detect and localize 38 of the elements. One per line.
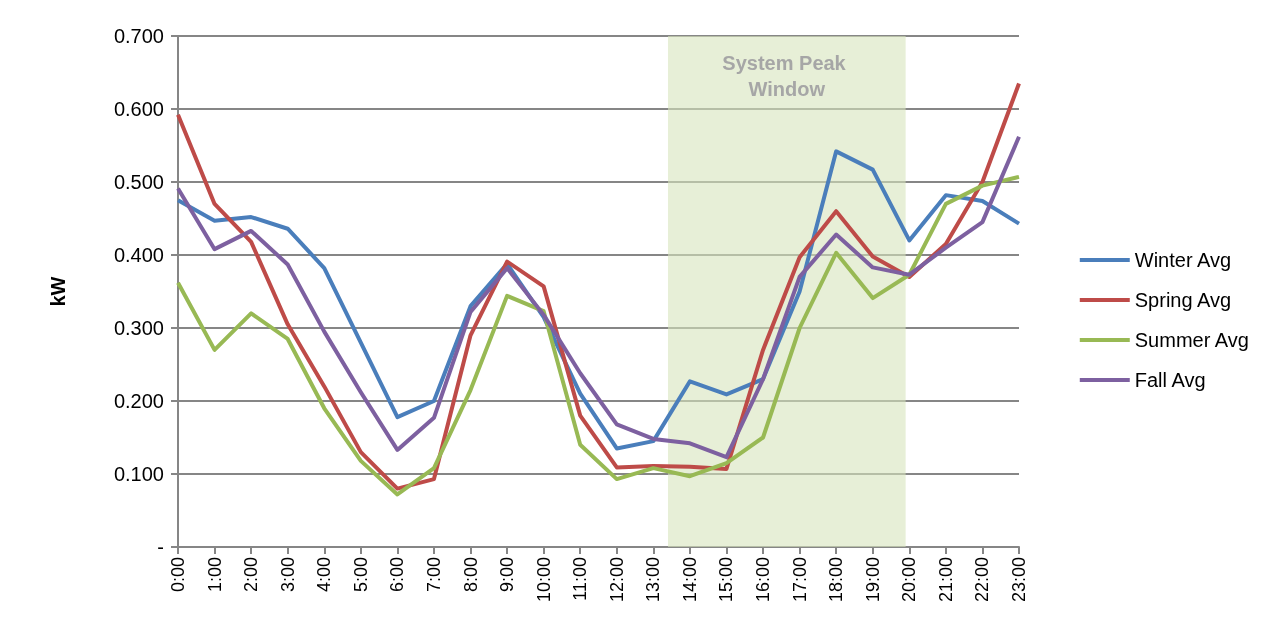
x-tick-label: 17:00 (789, 557, 810, 603)
y-tick-label: 0.300 (113, 317, 164, 339)
x-tick-label: 20:00 (899, 557, 920, 603)
legend-label: Summer Avg (1134, 329, 1249, 351)
x-tick-label: 23:00 (1009, 557, 1029, 603)
y-tick-label: 0.400 (113, 244, 164, 266)
x-tick-label: 14:00 (679, 557, 700, 603)
y-tick-label: 0.700 (113, 25, 164, 47)
x-tick-label: 1:00 (204, 557, 225, 593)
y-tick-label: 0.500 (113, 171, 164, 193)
x-tick-label: 6:00 (387, 557, 408, 593)
x-tick-label: 19:00 (862, 557, 883, 603)
x-tick-label: 10:00 (533, 557, 554, 603)
y-tick-label: - (157, 536, 164, 558)
x-tick-label: 22:00 (972, 557, 993, 603)
x-tick-label: 13:00 (643, 557, 664, 603)
x-tick-label: 8:00 (460, 557, 481, 593)
legend-label: Fall Avg (1134, 369, 1206, 391)
band-label: System Peak Window (722, 52, 852, 100)
y-axis-title: kW (47, 276, 69, 307)
legend-label: Winter Avg (1134, 249, 1232, 271)
x-tick-label: 7:00 (423, 557, 444, 593)
y-tick-label: 0.600 (113, 98, 164, 120)
x-tick-label: 5:00 (350, 557, 371, 593)
y-tick-label: 0.200 (113, 390, 164, 412)
legend-label: Spring Avg (1134, 289, 1232, 311)
x-tick-label: 4:00 (314, 557, 335, 593)
x-tick-label: 21:00 (935, 557, 956, 603)
x-tick-label: 9:00 (497, 557, 518, 593)
x-tick-label: 16:00 (753, 557, 774, 603)
x-tick-label: 2:00 (241, 557, 262, 593)
x-tick-label: 18:00 (826, 557, 847, 603)
x-tick-label: 0:00 (168, 557, 188, 593)
x-tick-label: 11:00 (570, 557, 591, 601)
x-tick-label: 3:00 (277, 557, 298, 593)
x-tick-label: 12:00 (606, 557, 627, 603)
x-tick-label: 15:00 (716, 557, 737, 603)
y-tick-label: 0.100 (113, 463, 164, 485)
